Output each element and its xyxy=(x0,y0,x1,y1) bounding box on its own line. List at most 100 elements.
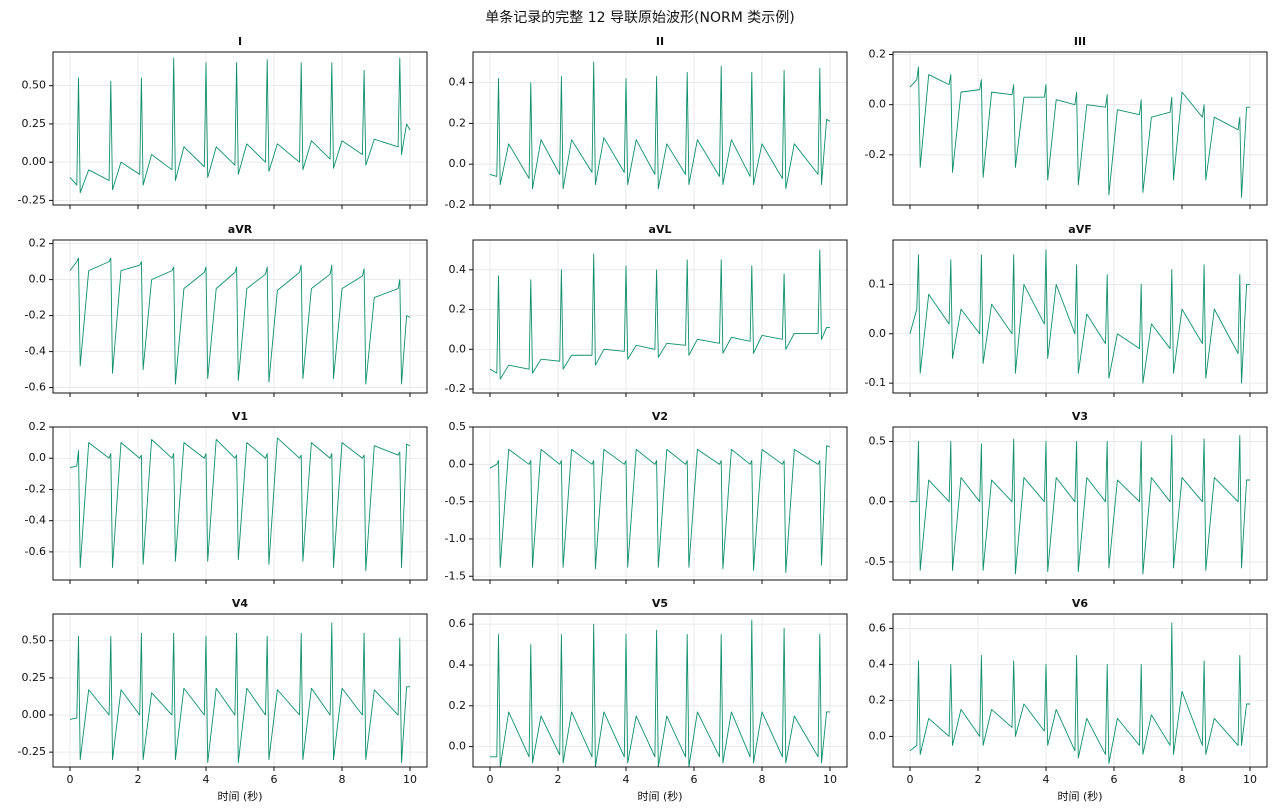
y-tick-label: 0.0 xyxy=(869,98,887,111)
y-tick-label: 0.2 xyxy=(449,303,467,316)
plot-frame xyxy=(52,613,428,768)
subplot-title: II xyxy=(656,35,664,48)
y-tick-label: -0.4 xyxy=(25,345,46,358)
figure-title: 单条记录的完整 12 导联原始波形(NORM 类示例) xyxy=(485,9,794,26)
y-tick-label: -0.2 xyxy=(25,309,46,322)
plot-frame xyxy=(892,239,1268,394)
plot-frame xyxy=(892,51,1268,206)
y-tick-label: 0.4 xyxy=(449,76,467,89)
y-tick-label: -0.2 xyxy=(25,482,46,495)
subplot-title: aVR xyxy=(228,223,253,236)
y-tick-label: 0.0 xyxy=(869,495,887,508)
y-tick-label: -1.0 xyxy=(445,532,466,545)
subplot-title: I xyxy=(238,35,242,48)
ecg-line xyxy=(69,257,411,385)
x-tick-label: 2 xyxy=(555,773,562,786)
x-tick-label: 2 xyxy=(135,773,142,786)
plot-frame xyxy=(52,51,428,206)
plot-frame xyxy=(472,51,848,206)
x-tick-label: 10 xyxy=(1243,773,1257,786)
x-tick-label: 10 xyxy=(823,773,837,786)
y-tick-label: -0.2 xyxy=(865,148,886,161)
subplot-title: V1 xyxy=(232,410,248,423)
y-tick-label: 0.4 xyxy=(869,657,887,670)
y-tick-label: -0.5 xyxy=(865,555,886,568)
plot-frame xyxy=(892,613,1268,768)
y-tick-label: -0.1 xyxy=(865,376,886,389)
plot-frame xyxy=(472,613,848,768)
subplot-title: V2 xyxy=(652,410,668,423)
ecg-line xyxy=(909,249,1250,384)
y-tick-label: 0.0 xyxy=(449,157,467,170)
x-tick-label: 4 xyxy=(203,773,210,786)
y-tick-label: -0.2 xyxy=(445,198,466,211)
plot-frame xyxy=(52,239,428,394)
x-tick-label: 0 xyxy=(487,773,494,786)
y-tick-label: 0.0 xyxy=(869,327,887,340)
ecg-line xyxy=(909,622,1250,764)
ecg-line xyxy=(489,445,831,573)
plot-frame xyxy=(892,426,1268,581)
y-tick-label: 0.2 xyxy=(449,116,467,129)
y-tick-label: 0.25 xyxy=(22,671,47,684)
y-tick-label: -0.6 xyxy=(25,381,46,394)
ecg-line xyxy=(69,622,410,763)
x-axis-label: 时间 (秒) xyxy=(217,789,262,803)
y-tick-label: 0.2 xyxy=(449,699,467,712)
x-tick-label: 6 xyxy=(691,773,698,786)
x-axis-label: 时间 (秒) xyxy=(1057,789,1102,803)
ecg-line xyxy=(69,437,411,572)
y-tick-label: 0.2 xyxy=(869,693,887,706)
x-tick-label: 0 xyxy=(67,773,74,786)
y-tick-label: 0.50 xyxy=(22,634,47,647)
y-tick-label: 0.25 xyxy=(22,117,47,130)
plot-frame xyxy=(52,426,428,581)
y-tick-label: 0.50 xyxy=(22,79,47,92)
x-tick-label: 10 xyxy=(403,773,417,786)
ecg-line xyxy=(489,249,830,380)
y-tick-label: 0.6 xyxy=(449,617,467,630)
x-tick-label: 2 xyxy=(975,773,982,786)
y-tick-label: -0.5 xyxy=(445,495,466,508)
plot-frame xyxy=(472,426,848,581)
y-tick-label: 0.0 xyxy=(29,273,47,286)
y-tick-label: -0.2 xyxy=(445,382,466,395)
y-tick-label: 0.0 xyxy=(449,457,467,470)
y-tick-label: 0.2 xyxy=(29,420,47,433)
subplot-title: aVF xyxy=(1068,223,1091,236)
y-tick-label: 0.0 xyxy=(449,740,467,753)
y-tick-label: 0.6 xyxy=(869,621,887,634)
subplot-title: V5 xyxy=(652,597,668,610)
x-tick-label: 8 xyxy=(759,773,766,786)
y-tick-label: 0.4 xyxy=(449,263,467,276)
subplot-title: aVL xyxy=(649,223,672,236)
y-tick-label: 0.2 xyxy=(29,237,47,250)
y-tick-label: -0.6 xyxy=(25,545,46,558)
ecg-line xyxy=(490,619,830,768)
x-tick-label: 6 xyxy=(271,773,278,786)
y-tick-label: 0.00 xyxy=(22,155,47,168)
y-tick-label: 0.1 xyxy=(869,277,887,290)
x-tick-label: 4 xyxy=(1043,773,1050,786)
y-tick-label: 0.5 xyxy=(449,420,467,433)
x-tick-label: 8 xyxy=(339,773,346,786)
plot-frame xyxy=(472,239,848,394)
y-tick-label: 0.4 xyxy=(449,658,467,671)
y-tick-label: -0.25 xyxy=(18,745,46,758)
ecg-line xyxy=(489,61,831,190)
y-tick-label: 0.00 xyxy=(22,708,47,721)
x-tick-label: 0 xyxy=(907,773,914,786)
y-tick-label: 0.0 xyxy=(449,342,467,355)
ecg-line xyxy=(909,66,1250,198)
subplot-title: V6 xyxy=(1072,597,1089,610)
y-tick-label: -0.25 xyxy=(18,193,46,206)
y-tick-label: 0.0 xyxy=(869,729,887,742)
subplot-title: V3 xyxy=(1072,410,1088,423)
y-tick-label: 0.2 xyxy=(869,48,887,61)
ecg-line xyxy=(910,434,1250,575)
x-axis-label: 时间 (秒) xyxy=(637,789,682,803)
subplot-title: III xyxy=(1074,35,1086,48)
x-tick-label: 8 xyxy=(1179,773,1186,786)
y-tick-label: -0.4 xyxy=(25,514,46,527)
